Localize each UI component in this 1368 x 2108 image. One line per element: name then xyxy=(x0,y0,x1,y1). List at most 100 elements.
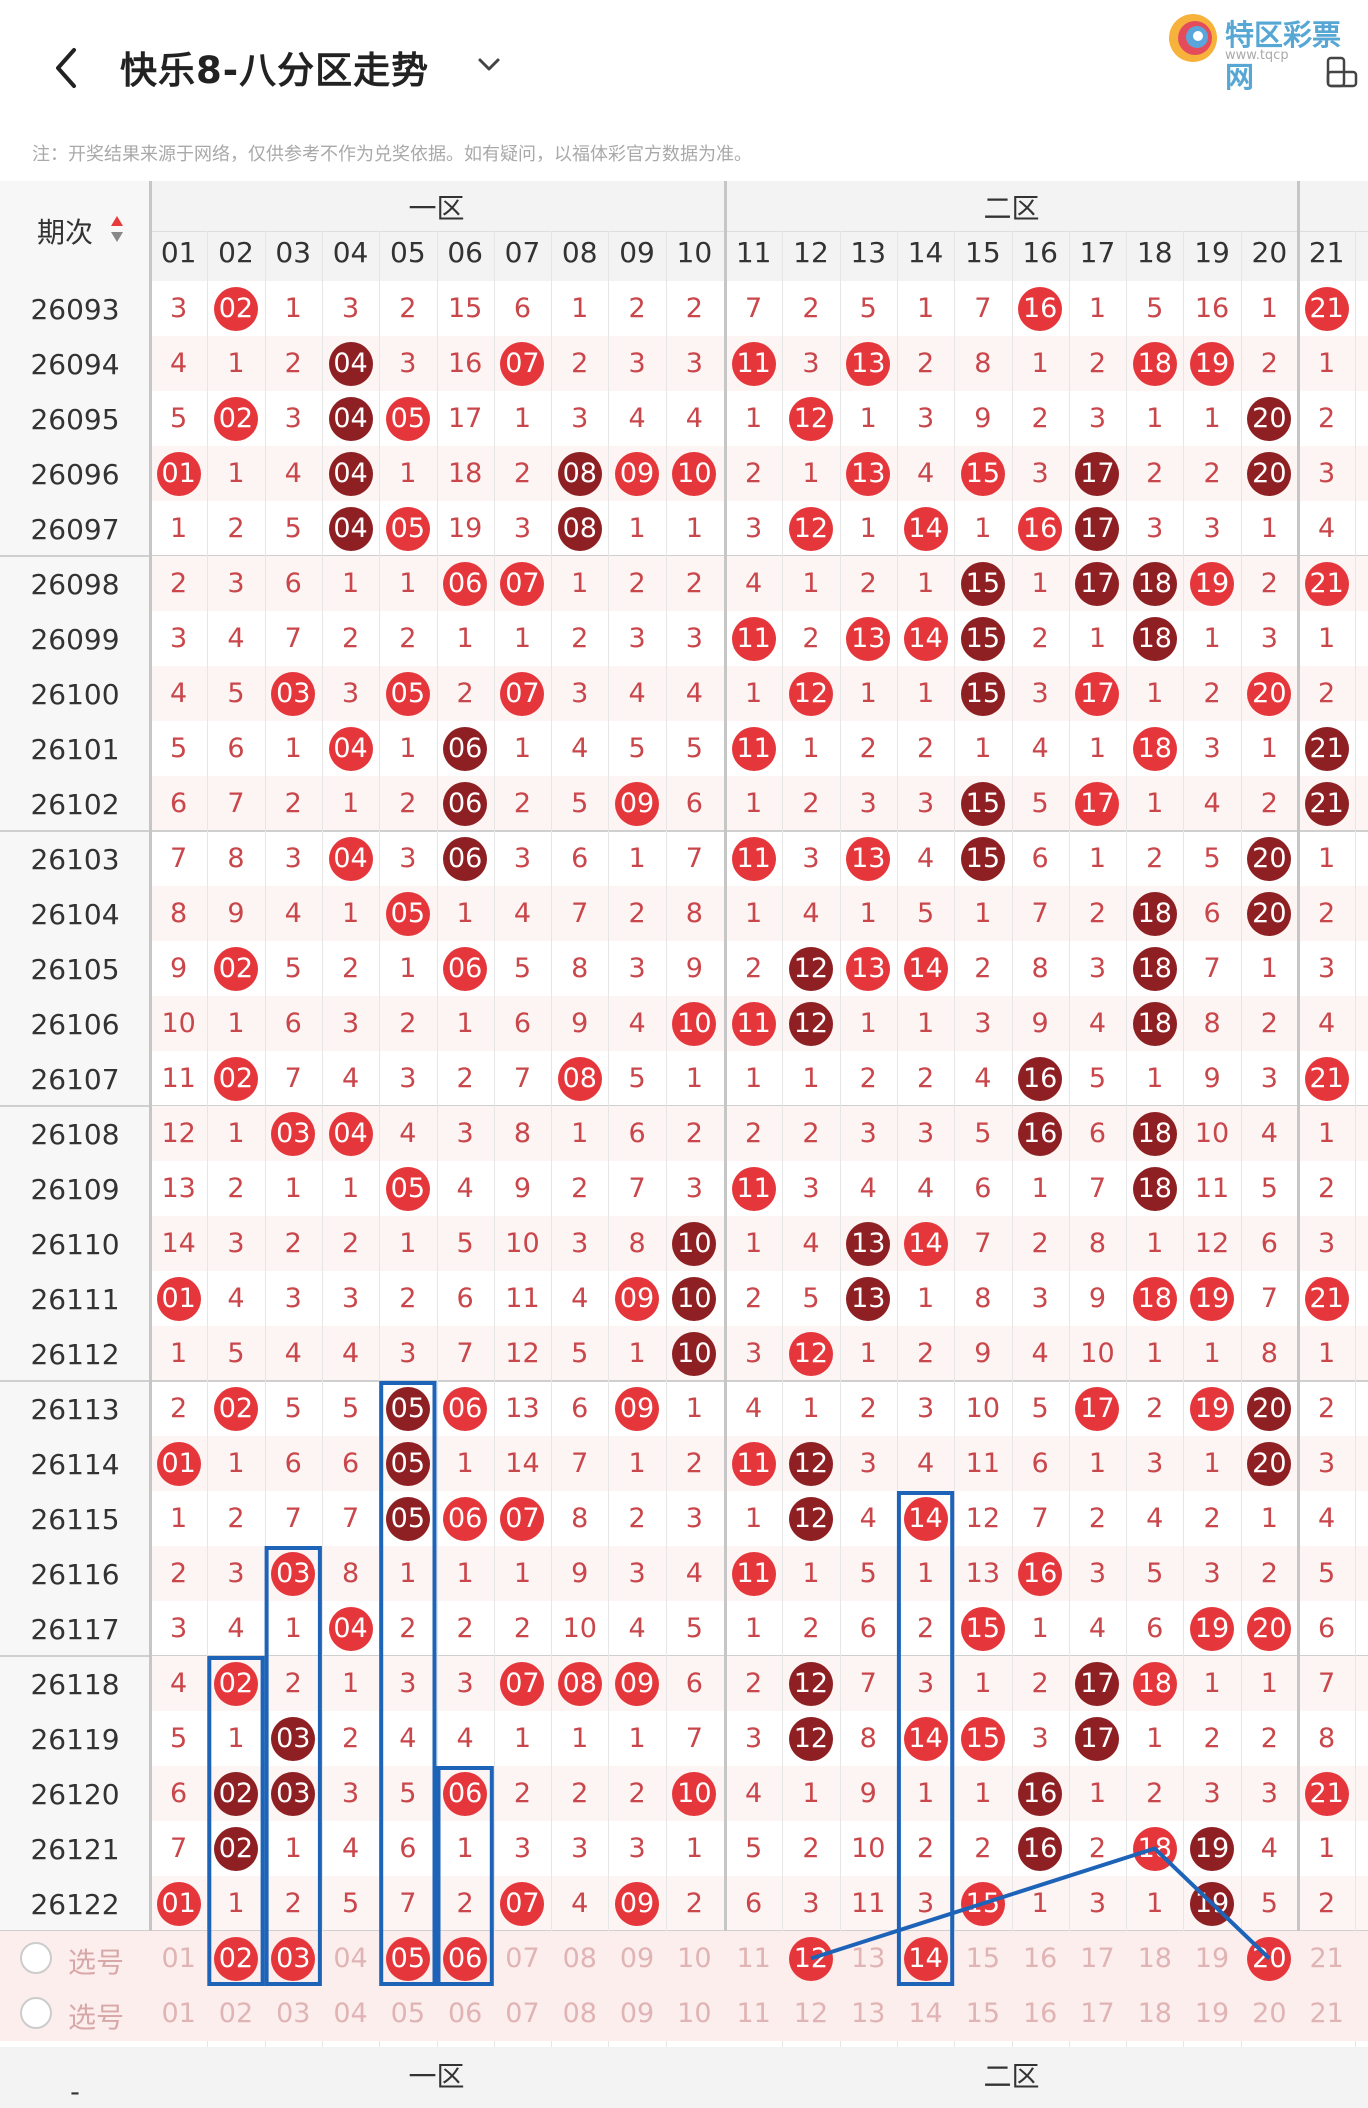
miss-count: 12 xyxy=(1194,1228,1230,1259)
miss-count: 4 xyxy=(628,1613,646,1644)
pick-number[interactable]: 19 xyxy=(1194,1998,1230,2029)
pick-ball-selected[interactable]: 05 xyxy=(385,1936,430,1981)
hit-ball: 02 xyxy=(213,396,258,441)
column-header-12: 12 xyxy=(793,236,829,269)
pick-number[interactable]: 02 xyxy=(218,1998,254,2029)
miss-count: 1 xyxy=(916,678,935,709)
column-header-18: 18 xyxy=(1136,236,1173,269)
pick-number[interactable]: 13 xyxy=(851,1998,886,2029)
pick-number[interactable]: 11 xyxy=(736,1998,771,2029)
pick-number[interactable]: 04 xyxy=(333,1998,368,2029)
pick-number[interactable]: 04 xyxy=(333,1943,368,1974)
pick-ball-selected[interactable]: 14 xyxy=(903,1936,948,1981)
miss-count: 2 xyxy=(916,1338,935,1369)
pick-ball-selected[interactable]: 06 xyxy=(443,1936,488,1981)
pick-number[interactable]: 11 xyxy=(736,1943,771,1974)
pick-number[interactable]: 21 xyxy=(1309,1943,1344,1974)
back-arrow-icon[interactable] xyxy=(40,38,100,98)
pick-number[interactable]: 15 xyxy=(965,1998,1001,2029)
hit-ball: 13 xyxy=(846,836,891,881)
miss-count: 3 xyxy=(802,348,820,379)
column-divider xyxy=(954,231,956,2091)
miss-count: 2 xyxy=(802,293,820,324)
pick-number[interactable]: 10 xyxy=(677,1998,712,2029)
miss-count: 7 xyxy=(859,1668,877,1699)
pick-number[interactable]: 07 xyxy=(505,1998,540,2029)
hit-ball: 13 xyxy=(846,1276,891,1321)
hit-ball: 16 xyxy=(1018,1771,1063,1816)
miss-count: 1 xyxy=(916,1558,935,1589)
miss-count: 6 xyxy=(974,1173,992,1204)
miss-count: 5 xyxy=(1146,1558,1164,1589)
hit-ball: 04 xyxy=(328,451,373,496)
miss-count: 1 xyxy=(227,348,245,379)
period-cell: 26108 xyxy=(30,1118,120,1151)
hit-ball: 06 xyxy=(443,836,488,881)
miss-count: 3 xyxy=(284,403,302,434)
pick-number[interactable]: 16 xyxy=(1022,1998,1058,2029)
pick-radio[interactable] xyxy=(20,1942,52,1974)
pick-number[interactable]: 14 xyxy=(908,1998,943,2029)
chevron-down-icon[interactable] xyxy=(474,50,504,80)
miss-count: 2 xyxy=(284,788,302,819)
miss-count: 5 xyxy=(1318,1558,1336,1589)
miss-count: 1 xyxy=(399,1228,417,1259)
hit-ball: 18 xyxy=(1132,1001,1177,1046)
pick-number[interactable]: 10 xyxy=(677,1943,712,1974)
pick-number[interactable]: 06 xyxy=(447,1998,483,2029)
pick-ball-selected[interactable]: 03 xyxy=(271,1936,316,1981)
pick-number[interactable]: 08 xyxy=(562,1943,597,1974)
miss-count: 1 xyxy=(513,623,532,654)
pick-ball-selected[interactable]: 12 xyxy=(788,1936,833,1981)
miss-count: 6 xyxy=(1318,1613,1336,1644)
miss-count: 10 xyxy=(965,1393,1001,1424)
column-header-10: 10 xyxy=(676,236,713,269)
pick-number[interactable]: 07 xyxy=(505,1943,540,1974)
pick-number[interactable]: 17 xyxy=(1080,1998,1115,2029)
pick-number[interactable]: 09 xyxy=(619,1998,655,2029)
period-header[interactable]: 期次 xyxy=(36,216,93,249)
miss-count: 5 xyxy=(170,403,188,434)
pick-number[interactable]: 17 xyxy=(1080,1943,1115,1974)
miss-count: 2 xyxy=(628,1503,646,1534)
miss-count: 4 xyxy=(802,898,820,929)
column-divider xyxy=(1011,231,1013,2091)
pick-number[interactable]: 18 xyxy=(1137,1943,1172,1974)
miss-count: 1 xyxy=(1088,1448,1107,1479)
miss-count: 1 xyxy=(916,293,935,324)
hit-ball: 11 xyxy=(731,726,776,771)
miss-count: 2 xyxy=(859,568,877,599)
miss-count: 7 xyxy=(745,293,763,324)
period-cell: 26119 xyxy=(30,1723,120,1756)
pick-number[interactable]: 21 xyxy=(1309,1998,1344,2029)
miss-count: 1 xyxy=(571,568,589,599)
column-header-19: 19 xyxy=(1194,236,1230,269)
pick-number[interactable]: 15 xyxy=(965,1943,1001,1974)
miss-count: 1 xyxy=(1318,843,1336,874)
pick-number[interactable]: 05 xyxy=(390,1998,426,2029)
pick-ball-selected[interactable]: 02 xyxy=(213,1936,258,1981)
rotate-screen-icon[interactable] xyxy=(1325,55,1359,89)
pick-number[interactable]: 13 xyxy=(851,1943,886,1974)
miss-count: 2 xyxy=(628,898,646,929)
pick-number[interactable]: 16 xyxy=(1022,1943,1058,1974)
pick-number[interactable]: 01 xyxy=(161,1998,196,2029)
pick-number[interactable]: 19 xyxy=(1194,1943,1230,1974)
footer-zone-header-2: 二区 xyxy=(983,2060,1040,2093)
miss-count: 7 xyxy=(974,1228,992,1259)
pick-number[interactable]: 01 xyxy=(161,1943,196,1974)
pick-number[interactable]: 20 xyxy=(1252,1998,1287,2029)
pick-number[interactable]: 03 xyxy=(276,1998,311,2029)
pick-number[interactable]: 08 xyxy=(562,1998,597,2029)
pick-number[interactable]: 09 xyxy=(619,1943,655,1974)
sort-icon[interactable] xyxy=(110,214,124,244)
pick-radio[interactable] xyxy=(20,1997,52,2029)
hit-ball: 02 xyxy=(213,1826,258,1871)
pick-ball-selected[interactable]: 20 xyxy=(1247,1936,1292,1981)
pick-number[interactable]: 12 xyxy=(793,1998,829,2029)
pick-number[interactable]: 18 xyxy=(1137,1998,1172,2029)
miss-count: 2 xyxy=(227,1173,245,1204)
miss-count: 3 xyxy=(916,1393,935,1424)
miss-count: 3 xyxy=(227,568,245,599)
miss-count: 4 xyxy=(1318,513,1336,544)
